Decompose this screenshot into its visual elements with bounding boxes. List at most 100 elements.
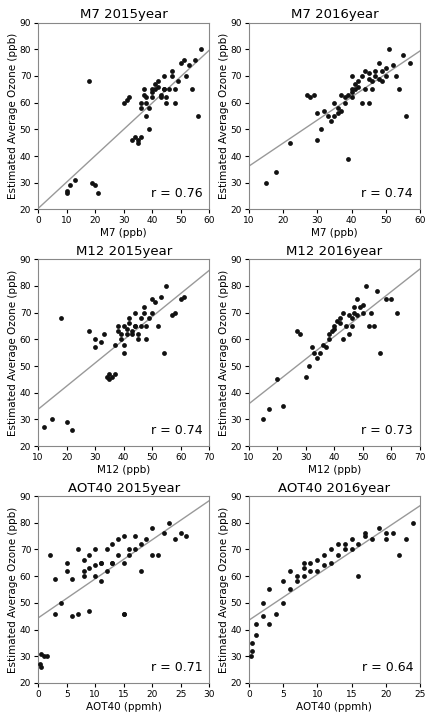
Point bbox=[197, 43, 204, 55]
Y-axis label: Estimated Average Ozone (ppb): Estimated Average Ozone (ppb) bbox=[8, 33, 18, 199]
Point bbox=[38, 648, 45, 660]
Point bbox=[300, 562, 307, 574]
Point bbox=[129, 325, 136, 337]
Point bbox=[354, 310, 361, 321]
Point bbox=[286, 565, 293, 577]
Point bbox=[314, 134, 321, 145]
Point bbox=[334, 315, 341, 326]
Point bbox=[137, 102, 144, 114]
Point bbox=[294, 325, 301, 337]
Point bbox=[249, 645, 256, 657]
Point bbox=[103, 371, 110, 382]
Text: r = 0.76: r = 0.76 bbox=[151, 187, 202, 200]
Point bbox=[52, 573, 59, 585]
Point bbox=[100, 328, 107, 340]
Point bbox=[171, 533, 178, 544]
Point bbox=[286, 584, 293, 595]
Point bbox=[375, 73, 382, 84]
Point bbox=[334, 549, 341, 561]
Point bbox=[155, 76, 161, 87]
Point bbox=[293, 576, 300, 588]
Point bbox=[355, 570, 362, 582]
X-axis label: M12 (ppb): M12 (ppb) bbox=[97, 465, 150, 475]
Point bbox=[189, 84, 196, 95]
Point bbox=[348, 544, 355, 555]
Point bbox=[120, 531, 127, 542]
Title: M12 2016year: M12 2016year bbox=[286, 245, 382, 258]
Point bbox=[151, 78, 158, 90]
Point bbox=[92, 333, 99, 345]
Point bbox=[86, 549, 93, 561]
Point bbox=[115, 325, 122, 337]
Point bbox=[334, 107, 341, 119]
Point bbox=[120, 608, 127, 619]
Point bbox=[293, 570, 300, 582]
Point bbox=[359, 307, 366, 318]
Point bbox=[137, 312, 144, 324]
Point bbox=[341, 544, 348, 555]
Point bbox=[334, 102, 341, 114]
Point bbox=[331, 97, 338, 109]
Point bbox=[342, 320, 349, 332]
Point bbox=[338, 105, 345, 117]
Point bbox=[328, 557, 335, 569]
Point bbox=[163, 91, 170, 103]
Point bbox=[109, 557, 116, 569]
Point bbox=[304, 89, 311, 100]
Point bbox=[80, 554, 87, 566]
Point bbox=[351, 302, 358, 313]
Point bbox=[379, 76, 386, 87]
Point bbox=[260, 414, 266, 426]
Point bbox=[341, 97, 348, 109]
Point bbox=[137, 539, 144, 550]
Point bbox=[307, 565, 314, 577]
Point bbox=[109, 371, 116, 382]
Point bbox=[140, 307, 147, 318]
Point bbox=[310, 89, 317, 100]
Point bbox=[132, 132, 138, 143]
Point bbox=[157, 91, 164, 103]
Point bbox=[75, 544, 82, 555]
Point bbox=[149, 294, 156, 305]
Point bbox=[362, 280, 369, 292]
Point bbox=[160, 347, 167, 359]
Point bbox=[321, 105, 328, 117]
Point bbox=[106, 374, 113, 385]
Point bbox=[163, 97, 170, 109]
Y-axis label: Estimated Average Ozone (ppb): Estimated Average Ozone (ppb) bbox=[8, 506, 18, 672]
Point bbox=[57, 597, 64, 608]
Point bbox=[279, 400, 286, 412]
Point bbox=[120, 347, 127, 359]
Text: r = 0.71: r = 0.71 bbox=[151, 660, 202, 674]
Point bbox=[177, 528, 184, 539]
Point bbox=[143, 333, 150, 345]
Point bbox=[377, 347, 384, 359]
Point bbox=[69, 573, 76, 585]
X-axis label: AOT40 (ppmh): AOT40 (ppmh) bbox=[296, 702, 372, 711]
Point bbox=[348, 84, 355, 95]
Point bbox=[63, 557, 70, 569]
Point bbox=[89, 177, 96, 189]
Point bbox=[97, 576, 104, 588]
Point bbox=[157, 89, 164, 100]
Point bbox=[388, 294, 395, 305]
Point bbox=[357, 302, 364, 313]
Point bbox=[40, 422, 47, 433]
Point bbox=[66, 179, 73, 191]
Point bbox=[191, 54, 198, 66]
Point bbox=[49, 414, 56, 426]
Point bbox=[112, 339, 118, 351]
Point bbox=[86, 76, 93, 87]
Point bbox=[169, 65, 176, 76]
Point bbox=[112, 369, 118, 380]
Point bbox=[348, 533, 355, 544]
Point bbox=[319, 339, 326, 351]
X-axis label: AOT40 (ppmh): AOT40 (ppmh) bbox=[86, 702, 161, 711]
Point bbox=[115, 549, 122, 561]
Point bbox=[279, 576, 286, 588]
Point bbox=[109, 539, 116, 550]
Point bbox=[149, 84, 156, 95]
Point bbox=[328, 325, 335, 337]
Point bbox=[273, 166, 280, 178]
Point bbox=[117, 328, 124, 340]
